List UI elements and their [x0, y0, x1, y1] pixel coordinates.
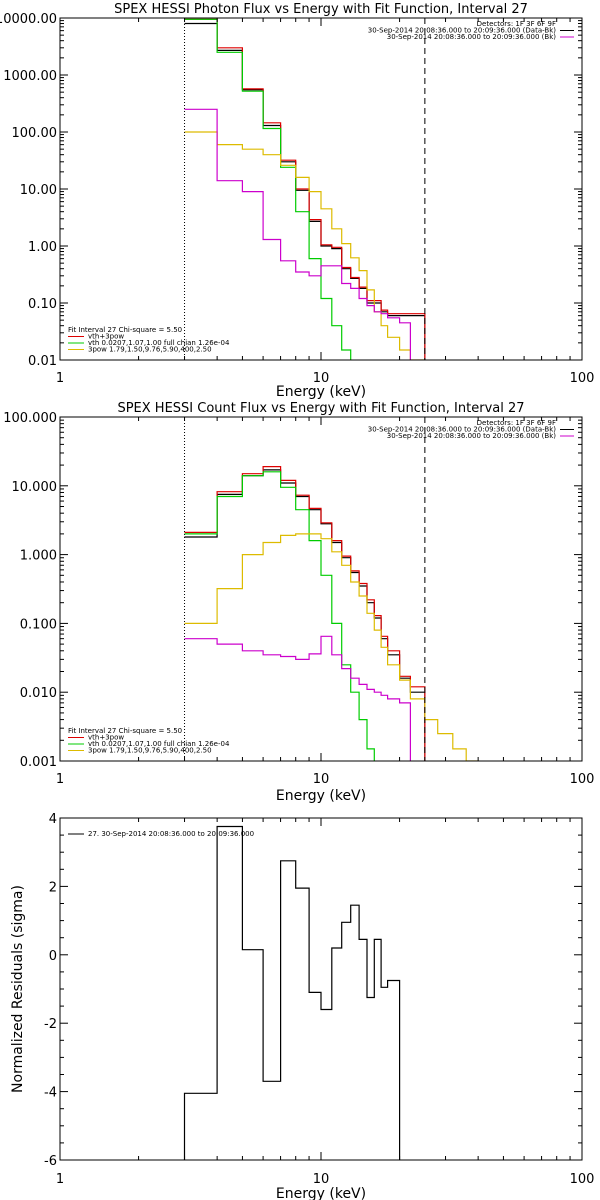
ytick-label: 1.00: [28, 240, 57, 255]
legend-entry: 27. 30-Sep-2014 20:08:36.000 to 20:09:36…: [88, 830, 254, 838]
ytick-label: 2: [49, 880, 57, 895]
info-line: 30-Sep-2014 20:08:36.000 to 20:09:36.000…: [368, 27, 557, 35]
legend-entry: Fit Interval 27 Chi-square = 5.50: [68, 326, 182, 334]
ytick-label: 100.000: [3, 411, 57, 426]
plot-frame: [59, 817, 583, 1161]
info-line: 30-Sep-2014 20:08:36.000 to 20:09:36.000…: [368, 426, 557, 434]
series-line-3: [184, 131, 426, 360]
ytick-label: 0.100: [20, 617, 57, 632]
ytick-label: 1000.00: [3, 69, 57, 84]
x-axis-label: Energy (keV): [276, 1186, 366, 1200]
chart-title: SPEX HESSI Photon Flux vs Energy with Fi…: [114, 2, 528, 17]
x-axis-label: Energy (keV): [276, 788, 366, 804]
legend-entry: 3pow 1.79,1.50,9.76,5.90,400,2.50: [88, 346, 212, 354]
series-line-4: [184, 635, 411, 761]
xtick-label: 1: [56, 772, 64, 787]
xtick-label: 100: [570, 772, 595, 787]
xtick-label: 10: [313, 772, 330, 787]
xtick-label: 1: [56, 1172, 64, 1187]
x-axis-label: Energy (keV): [276, 384, 366, 400]
series-line-1: [184, 18, 426, 360]
ytick-label: -2: [44, 1017, 57, 1032]
series-group: [184, 18, 426, 360]
legend-entry: vth 0.0207,1.07,1.00 full chian 1.26e-04: [88, 740, 230, 748]
series-line-4: [184, 108, 411, 360]
legend-entry: vth 0.0207,1.07,1.00 full chian 1.26e-04: [88, 339, 230, 347]
xtick-label: 10: [313, 371, 330, 386]
info-line: Detectors: 1F 3F 6F 9F: [477, 20, 556, 28]
series-group: [184, 466, 479, 761]
photon-flux-panel: SPEX HESSI Photon Flux vs Energy with Fi…: [0, 2, 595, 400]
series-line-0: [183, 825, 401, 1160]
chart-title: SPEX HESSI Count Flux vs Energy with Fit…: [117, 401, 524, 416]
residuals-panel: 1 10 100 -6 -4 -2 0 2 4 Energy (keV) Normalized Re…: [10, 812, 594, 1200]
plot-frame: [59, 416, 583, 762]
series-line-2: [184, 18, 352, 360]
ytick-label: 0.01: [28, 354, 57, 369]
series-line-0: [184, 22, 426, 360]
xtick-label: 100: [570, 1172, 595, 1187]
legend-entry: Fit Interval 27 Chi-square = 5.50: [68, 727, 182, 735]
series-line-0: [184, 469, 426, 761]
ytick-label: 100.00: [12, 126, 58, 141]
ytick-label: 0.001: [20, 755, 57, 770]
ytick-label: 0: [49, 949, 57, 964]
legend-entry: vth+3pow: [88, 734, 124, 742]
series-line-1: [184, 466, 426, 761]
ytick-label: 10000.00: [0, 12, 57, 27]
count-flux-panel: SPEX HESSI Count Flux vs Energy with Fit…: [3, 401, 595, 804]
ytick-label: 10.00: [20, 183, 57, 198]
ytick-label: 10.000: [12, 480, 58, 495]
series-group: [183, 825, 401, 1160]
series-line-2: [184, 471, 375, 761]
xtick-label: 1: [56, 371, 64, 386]
xtick-label: 10: [313, 1172, 330, 1187]
legend-entry: vth+3pow: [88, 333, 124, 341]
legend-entry: 3pow 1.79,1.50,9.76,5.90,400,2.50: [88, 747, 212, 755]
y-axis-label: Normalized Residuals (sigma): [10, 885, 26, 1093]
xtick-label: 100: [570, 371, 595, 386]
info-line: 30-Sep-2014 20:08:36.000 to 20:09:36.000…: [387, 432, 557, 440]
info-line: Detectors: 1F 3F 6F 9F: [477, 419, 556, 427]
ytick-label: 0.10: [28, 297, 57, 312]
ytick-label: -4: [44, 1086, 57, 1101]
ytick-label: 4: [49, 812, 57, 827]
info-line: 30-Sep-2014 20:08:36.000 to 20:09:36.000…: [387, 33, 557, 41]
ytick-label: 1.000: [20, 549, 57, 564]
plot-frame: [59, 17, 583, 361]
ytick-label: 0.010: [20, 686, 57, 701]
ytick-label: -6: [44, 1154, 57, 1169]
